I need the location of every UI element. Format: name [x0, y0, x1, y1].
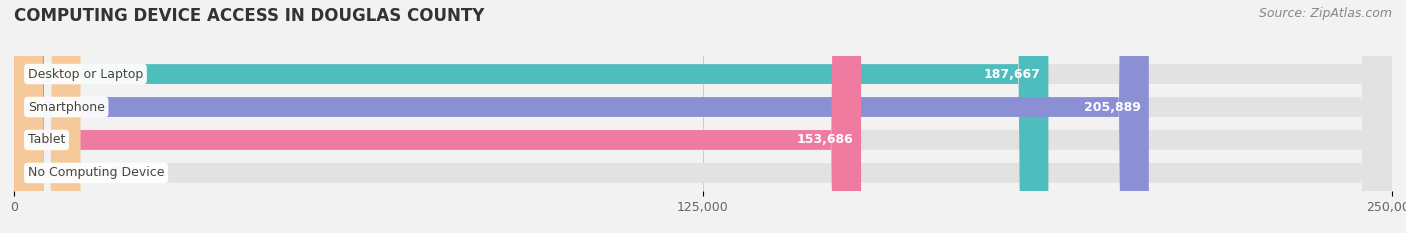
FancyBboxPatch shape — [14, 0, 1392, 233]
Text: Desktop or Laptop: Desktop or Laptop — [28, 68, 143, 81]
Text: Tablet: Tablet — [28, 134, 65, 147]
FancyBboxPatch shape — [14, 0, 1392, 233]
FancyBboxPatch shape — [14, 0, 80, 233]
Text: 12,062: 12,062 — [91, 166, 141, 179]
Text: Smartphone: Smartphone — [28, 100, 104, 113]
FancyBboxPatch shape — [14, 0, 1392, 233]
Text: COMPUTING DEVICE ACCESS IN DOUGLAS COUNTY: COMPUTING DEVICE ACCESS IN DOUGLAS COUNT… — [14, 7, 485, 25]
FancyBboxPatch shape — [14, 0, 1392, 233]
FancyBboxPatch shape — [14, 0, 860, 233]
Text: 187,667: 187,667 — [983, 68, 1040, 81]
FancyBboxPatch shape — [14, 0, 1049, 233]
Text: No Computing Device: No Computing Device — [28, 166, 165, 179]
FancyBboxPatch shape — [14, 0, 1149, 233]
Text: Source: ZipAtlas.com: Source: ZipAtlas.com — [1258, 7, 1392, 20]
Text: 153,686: 153,686 — [796, 134, 853, 147]
Text: 205,889: 205,889 — [1084, 100, 1140, 113]
